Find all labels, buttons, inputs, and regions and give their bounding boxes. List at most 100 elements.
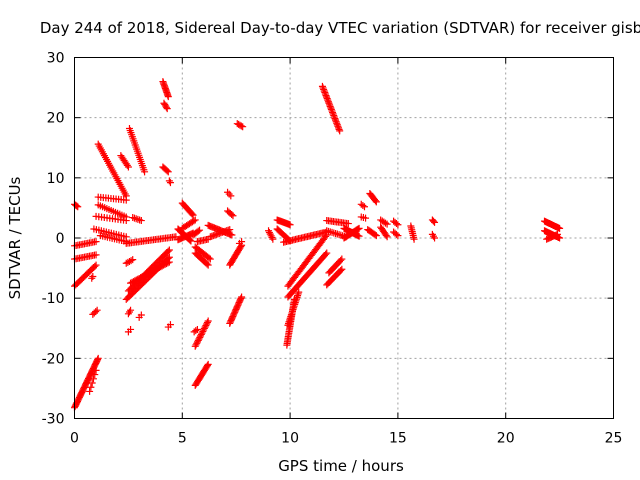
data-point [322,232,330,240]
data-point [203,260,211,268]
data-point [336,127,344,135]
data-point [192,341,200,349]
x-axis-label: GPS time / hours [278,457,404,475]
data-point [165,177,173,185]
data-point [136,216,144,224]
data-point [93,306,101,314]
data-point [431,218,439,226]
data-point [196,333,204,341]
data-point [265,228,273,236]
x-tick-label: 10 [281,431,299,447]
data-point [122,196,130,204]
data-point [237,294,245,302]
data-point [130,214,138,222]
data-point [267,232,275,240]
data-point [383,220,391,228]
data-point [362,214,370,222]
data-point [202,321,210,329]
data-point [92,251,100,259]
data-point [137,217,145,225]
data-point [166,321,174,329]
data-point [141,168,149,176]
data-point [225,190,233,198]
data-point [198,329,206,337]
data-point [92,261,100,269]
data-point [268,234,276,242]
data-point [360,203,368,211]
data-point [194,227,202,235]
data-point [194,336,202,344]
data-point [89,375,97,383]
data-point [163,105,171,113]
data-point [162,103,170,111]
data-point [191,342,199,350]
data-point [89,273,97,281]
data-point [372,198,380,206]
data-point [206,255,214,263]
data-point [94,356,102,364]
data-point [165,258,173,266]
data-point [165,246,173,254]
data-point [197,332,205,340]
data-point [193,325,201,333]
data-point [187,237,195,245]
data-point [91,262,99,270]
data-point [163,167,171,175]
data-point [164,259,172,267]
data-point [191,216,199,224]
y-axis-label: SDTVAR / TECUs [6,176,24,299]
data-point [74,203,82,211]
data-point [344,220,352,228]
data-point [286,221,294,229]
data-point [337,266,345,274]
y-tick-label: 30 [47,51,65,67]
data-point [372,232,380,240]
data-point [203,319,211,327]
data-point [204,317,212,325]
data-point [553,230,561,238]
data-point [166,179,174,187]
data-point [193,339,201,347]
y-tick-label: 0 [56,231,65,247]
data-point [195,335,203,343]
data-point [238,238,246,246]
data-point [239,123,247,131]
data-point [295,288,303,296]
data-point [204,360,212,368]
data-point [125,257,133,265]
data-point [88,274,96,282]
data-point [323,249,331,257]
data-point [91,371,99,379]
data-point [338,265,346,273]
data-point [92,238,100,246]
y-tick-label: 10 [47,171,65,187]
data-point [122,217,130,225]
data-point [338,255,346,263]
data-point [359,202,367,210]
y-tick-label: -30 [42,412,65,428]
data-point [204,261,212,269]
data-point [394,221,402,229]
data-point [226,226,234,234]
data-point [410,235,418,243]
axis-ticks: 0 5 10 15 20 25 -30 -20 -10 0 10 20 30 [42,51,623,447]
data-point [392,230,400,238]
data-point [194,338,202,346]
data-point [137,311,145,319]
data-point [129,214,137,222]
data-point [197,330,205,338]
data-point [383,233,391,241]
y-tick-label: -20 [42,351,65,367]
data-point [429,217,437,225]
data-point [266,230,274,238]
data-point [94,354,102,362]
data-point [124,163,132,171]
data-point [123,161,131,169]
data-point [228,231,236,239]
x-tick-label: 15 [389,431,407,447]
data-point [237,122,245,130]
data-point [92,308,100,316]
data-point [203,362,211,370]
data-point [188,210,196,218]
